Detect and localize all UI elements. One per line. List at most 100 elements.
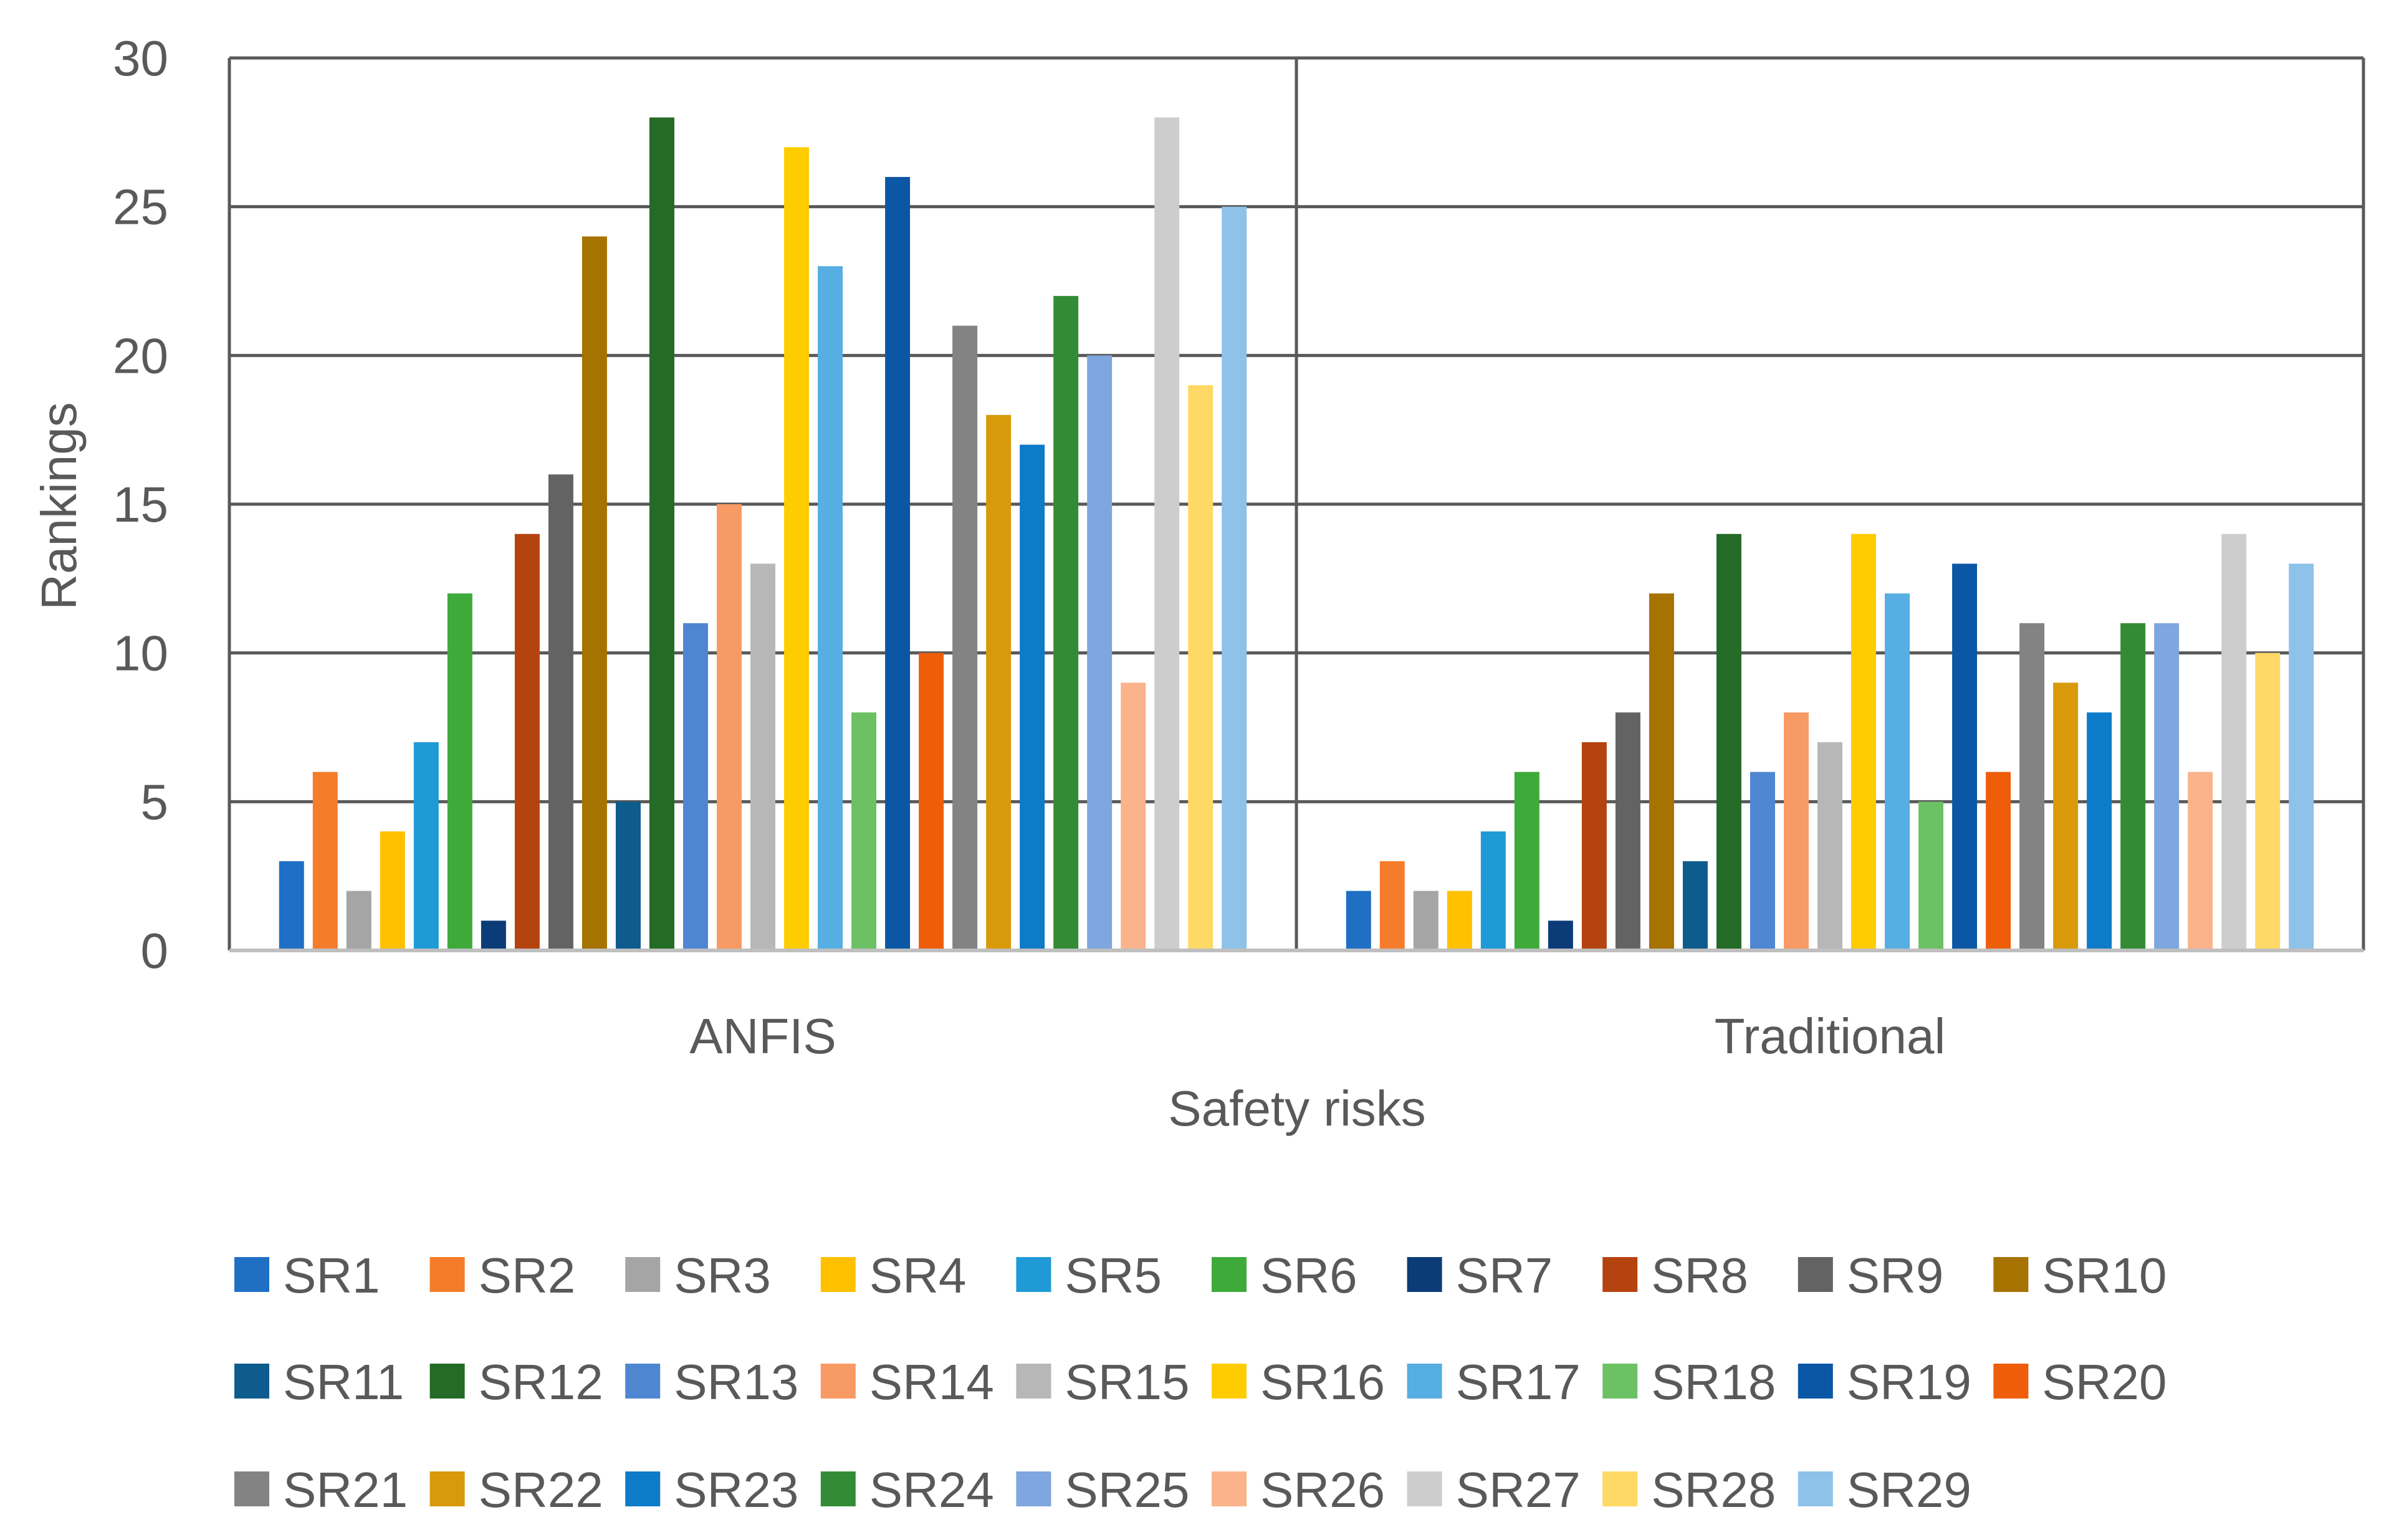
legend-swatch <box>234 1364 269 1399</box>
bar-sr19-traditional <box>1952 563 1978 950</box>
legend-swatch <box>1993 1364 2029 1399</box>
bar-sr15-traditional <box>1817 742 1842 950</box>
legend-swatch <box>1016 1471 1051 1506</box>
legend-swatch <box>820 1471 856 1506</box>
legend-label: SR19 <box>1847 1354 1971 1410</box>
legend-label: SR17 <box>1456 1354 1581 1410</box>
legend-label: SR2 <box>479 1248 576 1303</box>
legend-swatch <box>234 1257 269 1292</box>
legend-swatch <box>625 1471 661 1506</box>
bar-sr13-traditional <box>1750 772 1775 950</box>
bar-sr3-traditional <box>1413 891 1439 950</box>
legend-label: SR1 <box>283 1248 380 1303</box>
bar-sr2-traditional <box>1379 861 1405 950</box>
legend-label: SR7 <box>1456 1248 1553 1303</box>
legend-swatch <box>1016 1364 1051 1399</box>
bar-sr1-traditional <box>1346 891 1371 950</box>
y-axis-title: Rankings <box>31 402 87 610</box>
legend-label: SR25 <box>1065 1462 1189 1518</box>
bar-sr10-traditional <box>1649 593 1674 950</box>
legend-label: SR29 <box>1847 1462 1971 1518</box>
legend-label: SR28 <box>1651 1462 1776 1518</box>
legend-swatch <box>820 1257 856 1292</box>
bar-sr16-traditional <box>1851 533 1877 950</box>
bar-sr5-anfis <box>413 742 439 950</box>
bar-sr21-anfis <box>952 325 978 950</box>
legend-swatch <box>1602 1257 1638 1292</box>
bar-sr4-anfis <box>380 831 405 950</box>
bar-sr11-anfis <box>615 801 641 950</box>
legend-label: SR5 <box>1065 1248 1162 1303</box>
bar-sr20-traditional <box>1986 772 2011 950</box>
bar-sr9-traditional <box>1615 712 1640 950</box>
legend-swatch <box>1407 1257 1442 1292</box>
legend-label: SR22 <box>479 1462 603 1518</box>
bar-sr16-anfis <box>784 147 810 951</box>
legend-swatch <box>1798 1364 1833 1399</box>
bar-sr28-traditional <box>2255 653 2281 950</box>
bar-sr12-traditional <box>1716 533 1741 950</box>
bar-sr2-anfis <box>312 772 338 950</box>
bar-sr15-anfis <box>750 563 775 950</box>
y-tick-label: 25 <box>113 179 168 235</box>
axes: 0 5 10 15 20 25 30 ANFIS Traditional <box>113 31 2365 1064</box>
bar-sr7-traditional <box>1548 921 1573 950</box>
bar-sr10-anfis <box>582 236 607 950</box>
y-tick-label: 10 <box>113 626 168 681</box>
legend-label: SR27 <box>1456 1462 1581 1518</box>
legend-label: SR14 <box>869 1354 994 1410</box>
y-tick-label: 5 <box>141 774 169 830</box>
legend-label: SR12 <box>479 1354 603 1410</box>
legend-label: SR15 <box>1065 1354 1189 1410</box>
bar-sr26-anfis <box>1121 682 1146 950</box>
legend-label: SR16 <box>1260 1354 1385 1410</box>
bar-sr27-traditional <box>2221 533 2247 950</box>
legend-label: SR13 <box>674 1354 798 1410</box>
legend-swatch <box>1407 1364 1442 1399</box>
y-tick-label: 0 <box>141 923 169 978</box>
legend-swatch <box>1407 1471 1442 1506</box>
bar-sr23-anfis <box>1020 444 1045 950</box>
bar-sr13-anfis <box>682 623 708 950</box>
bar-sr7-anfis <box>481 921 506 950</box>
x-category-label: Traditional <box>1715 1008 1946 1064</box>
legend-label: SR11 <box>283 1354 404 1410</box>
y-tick-label: 20 <box>113 328 168 383</box>
bar-sr29-anfis <box>1222 206 1247 951</box>
legend-swatch <box>1798 1257 1833 1292</box>
legend-label: SR21 <box>283 1462 408 1518</box>
y-tick-label: 30 <box>113 31 168 86</box>
legend-label: SR26 <box>1260 1462 1385 1518</box>
legend-swatch <box>625 1364 661 1399</box>
bar-sr24-traditional <box>2120 623 2146 950</box>
bar-sr24-anfis <box>1053 295 1079 950</box>
bar-sr6-traditional <box>1514 772 1539 950</box>
bar-sr25-anfis <box>1087 355 1113 950</box>
legend-label: SR3 <box>674 1248 771 1303</box>
legend-swatch <box>1602 1364 1638 1399</box>
legend-swatch <box>820 1364 856 1399</box>
bar-sr20-anfis <box>919 653 944 950</box>
legend-swatch <box>1798 1471 1833 1506</box>
bar-sr4-traditional <box>1447 891 1472 950</box>
bar-sr22-traditional <box>2053 682 2079 950</box>
bar-sr9-anfis <box>548 474 573 950</box>
bar-sr17-traditional <box>1885 593 1910 950</box>
legend-swatch <box>1016 1257 1051 1292</box>
bar-sr11-traditional <box>1682 861 1708 950</box>
x-category-label: ANFIS <box>689 1008 836 1064</box>
bar-sr18-traditional <box>1918 801 1944 950</box>
bar-sr5-traditional <box>1480 831 1506 950</box>
legend-swatch <box>1602 1471 1638 1506</box>
bar-sr26-traditional <box>2188 772 2213 950</box>
bar-sr8-traditional <box>1581 742 1607 950</box>
bars <box>279 117 2314 951</box>
bar-sr14-traditional <box>1783 712 1809 950</box>
legend-swatch <box>429 1364 465 1399</box>
bar-sr8-anfis <box>514 533 540 950</box>
bar-sr12-anfis <box>649 117 674 950</box>
bar-sr27-anfis <box>1154 117 1180 950</box>
legend-swatch <box>1212 1471 1247 1506</box>
bar-sr3-anfis <box>346 891 371 950</box>
